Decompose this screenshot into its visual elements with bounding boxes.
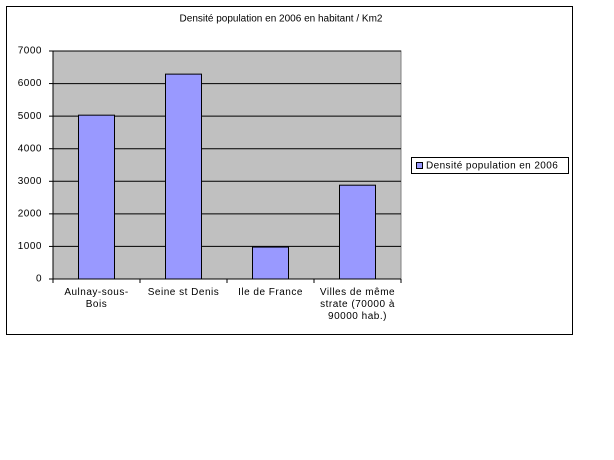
x-tick-label: Villes de même strate (70000 à 90000 hab… <box>319 287 396 322</box>
y-tick-label: 7000 <box>18 46 42 57</box>
bar <box>165 73 202 280</box>
chart-title: Densité population en 2006 en habitant /… <box>180 14 383 25</box>
bar <box>252 246 289 280</box>
bar <box>339 184 376 280</box>
x-tick-label: Ile de France <box>238 287 303 298</box>
y-tick-label: 5000 <box>18 111 42 122</box>
legend-swatch <box>416 162 423 169</box>
y-tick-label: 3000 <box>18 176 42 187</box>
y-tick-label: 4000 <box>18 143 42 154</box>
y-tick-label: 6000 <box>18 78 42 89</box>
x-tick-label: Seine st Denis <box>147 287 220 298</box>
y-tick-label: 1000 <box>18 241 42 252</box>
legend-label: Densité population en 2006 <box>426 161 558 172</box>
bar <box>78 114 115 280</box>
legend-box <box>411 157 569 174</box>
y-tick-label: 2000 <box>18 208 42 219</box>
y-tick-label: 0 <box>36 274 42 285</box>
x-tick-label: Aulnay-sous-Bois <box>64 287 129 310</box>
